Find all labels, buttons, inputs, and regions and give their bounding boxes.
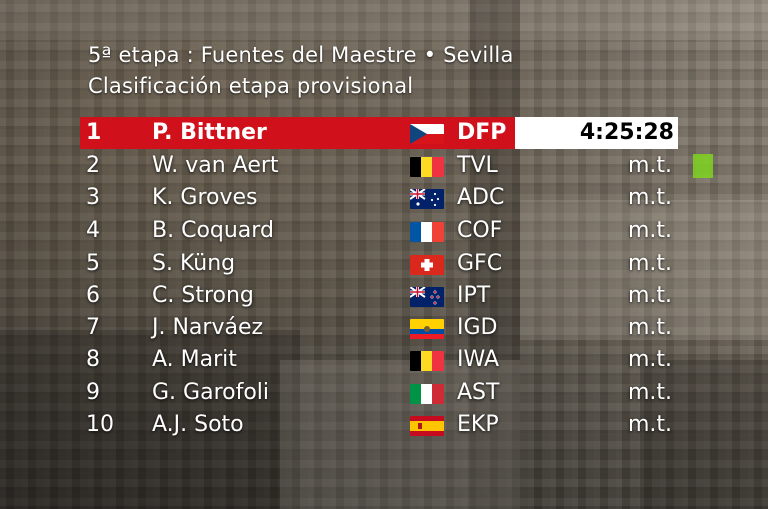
rider-name: A.J. Soto	[152, 412, 244, 437]
rider-name: B. Coquard	[152, 218, 274, 243]
position: 5	[86, 251, 100, 276]
finish-time: m.t.	[627, 412, 672, 437]
standings-row: 3 K. Groves ADC m.t.	[80, 182, 678, 214]
finish-time: m.t.	[627, 218, 672, 243]
team-code: TVL	[457, 153, 498, 178]
rider-name: A. Marit	[152, 347, 237, 372]
rider-name: C. Strong	[152, 283, 254, 308]
finish-time: m.t.	[627, 251, 672, 276]
switzerland-flag-icon	[410, 255, 444, 275]
team-code: EKP	[457, 412, 499, 437]
position: 9	[86, 380, 100, 405]
position: 2	[86, 153, 100, 178]
position: 6	[86, 283, 100, 308]
belgium-flag-icon	[410, 157, 444, 177]
standings-row: 5 S. Küng GFC m.t.	[80, 248, 678, 280]
rider-name: S. Küng	[152, 251, 236, 276]
standings-row: 6 C. Strong IPT m.t.	[80, 280, 678, 312]
spain-flag-icon	[410, 416, 444, 436]
classification-subtitle: Clasificación etapa provisional	[88, 74, 414, 98]
new-zealand-flag-icon	[410, 287, 444, 307]
finish-time: m.t.	[627, 283, 672, 308]
background-green-patch	[693, 154, 713, 178]
position: 10	[86, 412, 114, 437]
france-flag-icon	[410, 222, 444, 242]
leader-time-box	[515, 117, 678, 149]
rider-name: G. Garofoli	[152, 380, 270, 405]
position: 4	[86, 218, 100, 243]
standings-row-leader: 1 P. Bittner DFP 4:25:28	[80, 117, 678, 149]
australia-flag-icon	[410, 189, 444, 209]
standings-row: 4 B. Coquard COF m.t.	[80, 215, 678, 247]
italy-flag-icon	[410, 384, 444, 404]
czech-flag-icon	[410, 124, 444, 144]
standings-row: 7 J. Narváez IGD m.t.	[80, 312, 678, 344]
team-code: IPT	[457, 283, 491, 308]
team-code: COF	[457, 218, 503, 243]
standings-row: 9 G. Garofoli AST m.t.	[80, 377, 678, 409]
position: 7	[86, 315, 100, 340]
finish-time: m.t.	[627, 315, 672, 340]
standings-row: 10 A.J. Soto EKP m.t.	[80, 409, 678, 441]
ecuador-flag-icon	[410, 319, 444, 339]
finish-time: m.t.	[627, 347, 672, 372]
team-code: AST	[457, 380, 500, 405]
position: 1	[86, 120, 102, 145]
belgium-flag-icon	[410, 351, 444, 371]
standings-row: 8 A. Marit IWA m.t.	[80, 344, 678, 376]
team-code: IGD	[457, 315, 498, 340]
position: 3	[86, 185, 100, 210]
team-code: IWA	[457, 347, 500, 372]
team-code: ADC	[457, 185, 505, 210]
team-code: GFC	[457, 251, 503, 276]
rider-name: P. Bittner	[152, 120, 267, 145]
rider-name: J. Narváez	[152, 315, 264, 340]
finish-time: m.t.	[627, 185, 672, 210]
rider-name: W. van Aert	[152, 153, 279, 178]
finish-time: m.t.	[627, 380, 672, 405]
finish-time: 4:25:28	[579, 120, 674, 145]
rider-name: K. Groves	[152, 185, 258, 210]
stage-title: 5ª etapa : Fuentes del Maestre • Sevilla	[88, 43, 514, 67]
position: 8	[86, 347, 100, 372]
standings-row: 2 W. van Aert TVL m.t.	[80, 150, 678, 182]
team-code: DFP	[457, 120, 507, 145]
finish-time: m.t.	[627, 153, 672, 178]
